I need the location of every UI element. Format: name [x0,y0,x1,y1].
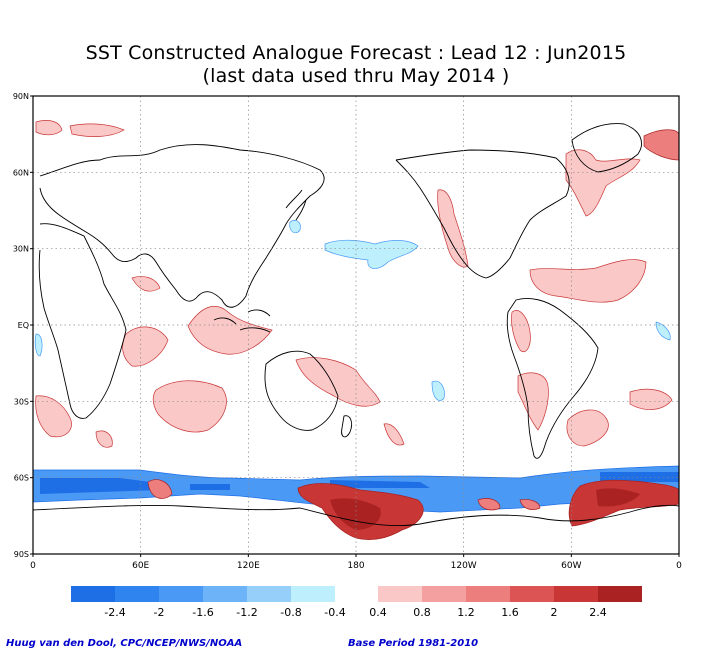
new-zealand-coast [341,415,353,438]
x-tick-label: 120W [451,561,477,571]
x-tick-labels: 0 60E 120E 180 120W 60W 0 [30,554,682,571]
south-pacific-cool-patch [431,380,445,401]
japan-coast [285,189,307,221]
kuroshio-cool-patch [289,220,301,234]
y-tick-label: 90S [14,550,29,559]
x-tick-label: 180 [347,561,364,571]
colorbar-negative-swatch [203,586,247,602]
west-africa-cool-patch [34,333,43,357]
x-tick-label: 60E [132,561,149,571]
colorbar-positive-label: 0.4 [369,606,387,619]
amundsen-warm-patch [147,479,541,511]
chart-title: SST Constructed Analogue Forecast : Lead… [85,42,627,64]
colorbar-negative-label: -1.2 [236,606,257,619]
south-africa-warm-patch [35,395,113,448]
colorbar-positive-label: 0.8 [413,606,431,619]
colorbar-negative-swatch [71,586,115,602]
weddell-sea-warm-core [596,488,640,507]
greenland-coast [571,123,642,173]
y-tick-label: 90N [13,92,29,101]
colorbar-positive-swatch [466,586,510,602]
arctic-warm-patch [35,120,125,137]
x-tick-label: 0 [676,561,682,571]
east-atlantic-cool-patch [655,321,671,341]
greenland-sea-warm-patch [643,129,679,161]
colorbar-positive-swatch [422,586,466,602]
maritime-continent-warm-patch [187,306,273,355]
x-tick-label: 120E [237,561,260,571]
colorbar-positive-swatch [598,586,642,602]
south-america-coast [506,298,599,459]
southern-ocean-cool-core [40,472,679,494]
peru-warm-patch [511,310,531,353]
north-pacific-cool-patch [324,239,419,269]
chart-subtitle: (last data used thru May 2014 ) [202,65,510,87]
colorbar-negative-label: -1.6 [192,606,213,619]
colorbar-positive-label: 2.4 [589,606,607,619]
colorbar-negative-swatch [159,586,203,602]
africa-coast [38,223,127,419]
colorbar-positive-swatch [510,586,554,602]
colorbar: -2.4 -2 -1.6 -1.2 -0.8 -0.4 0.4 0.8 1.2 1.6 2 2.4 [71,586,642,619]
colorbar-negative-label: -0.8 [280,606,301,619]
eurasia-coast [39,144,325,308]
ross-sea-warm-core [330,498,381,530]
north-atlantic-warm-patch [565,149,641,217]
y-tick-label: EQ [18,321,29,330]
credit-base-period: Base Period 1981-2010 [348,638,479,649]
y-tick-label: 30N [13,245,29,254]
colorbar-negative-swatch [291,586,335,602]
coastlines [33,123,679,527]
antarctica-coast [33,504,679,527]
x-tick-label: 60W [561,561,581,571]
y-tick-label: 60S [14,474,29,483]
colorbar-positive-label: 2 [551,606,558,619]
south-atlantic-warm-patch [566,388,673,447]
colorbar-negative-swatch [247,586,291,602]
colorbar-negative-label: -2.4 [104,606,125,619]
colorbar-positive-label: 1.6 [501,606,519,619]
south-pacific-warm-patch [295,357,405,446]
california-warm-patch [437,189,469,268]
indonesia-coast [213,309,271,333]
credit-author: Huug van den Dool, CPC/NCEP/NWS/NOAA [6,638,243,649]
y-tick-labels: 90N 60N 30N EQ 30S 60S 90S [13,92,33,559]
colorbar-positive-swatch [554,586,598,602]
north-america-coast [395,149,570,279]
colorbar-positive-label: 1.2 [457,606,475,619]
x-tick-label: 0 [30,561,36,571]
colorbar-positive-swatch [378,586,422,602]
tropical-atlantic-warm-patch [529,259,647,303]
arabian-sea-warm-patch [131,276,161,292]
colorbar-negative-swatch [115,586,159,602]
y-tick-label: 60N [13,168,29,177]
australia-coast [264,350,339,431]
colorbar-negative-label: -2 [154,606,165,619]
y-tick-label: 30S [14,397,29,406]
indian-ocean-warm-patch [122,326,227,433]
colorbar-negative-label: -0.4 [324,606,345,619]
